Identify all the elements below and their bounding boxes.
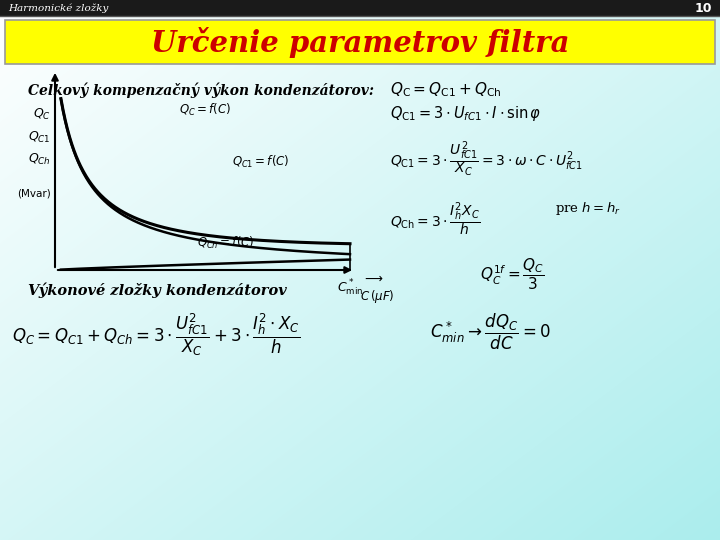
Bar (5, 20, 715, 64)
Text: $C^*_{min} \rightarrow \dfrac{dQ_C}{dC} = 0$: $C^*_{min} \rightarrow \dfrac{dQ_C}{dC} … (430, 312, 551, 352)
Text: Harmonické zložky: Harmonické zložky (8, 3, 109, 13)
Text: $Q_C$: $Q_C$ (33, 107, 51, 122)
Text: $Q_{Ch}=f(C)$: $Q_{Ch}=f(C)$ (197, 235, 254, 251)
Text: $Q_{Ch}$: $Q_{Ch}$ (28, 152, 51, 167)
Text: $\longrightarrow$: $\longrightarrow$ (362, 272, 384, 285)
Text: Určenie parametrov filtra: Určenie parametrov filtra (150, 26, 570, 57)
Text: $Q_C^{1f} = \dfrac{Q_C}{3}$: $Q_C^{1f} = \dfrac{Q_C}{3}$ (480, 257, 545, 293)
Text: (Mvar): (Mvar) (17, 189, 51, 199)
Text: $C\,(\mu F)$: $C\,(\mu F)$ (360, 288, 395, 305)
Text: $Q_{\rm C} = Q_{\rm C1} + Q_{\rm Ch}$: $Q_{\rm C} = Q_{\rm C1} + Q_{\rm Ch}$ (390, 80, 501, 99)
Text: $Q_{\rm C1} = 3 \cdot U_{fC1} \cdot I \cdot \sin\varphi$: $Q_{\rm C1} = 3 \cdot U_{fC1} \cdot I \c… (390, 104, 541, 123)
Text: $Q_{\rm C1} = 3 \cdot \dfrac{U_{fC1}^2}{X_C} = 3 \cdot \omega \cdot C \cdot U_{f: $Q_{\rm C1} = 3 \cdot \dfrac{U_{fC1}^2}{… (390, 140, 583, 179)
Text: $C^*_{\rm min}$: $C^*_{\rm min}$ (337, 278, 363, 298)
Text: 10: 10 (695, 2, 712, 15)
Text: $Q_{C1}=f(C)$: $Q_{C1}=f(C)$ (232, 153, 289, 170)
Text: $Q_{\rm Ch} = 3 \cdot \dfrac{I_h^2 X_C}{h}$: $Q_{\rm Ch} = 3 \cdot \dfrac{I_h^2 X_C}{… (390, 200, 480, 238)
Bar (0, 0, 720, 16)
Text: $Q_C=f(C)$: $Q_C=f(C)$ (179, 102, 231, 118)
Text: Výkonové zložky kondenzátorov: Výkonové zložky kondenzátorov (28, 282, 287, 298)
Text: Celkový kompenzačný výkon kondenzátorov:: Celkový kompenzačný výkon kondenzátorov: (28, 82, 374, 98)
Text: pre $h = h_r$: pre $h = h_r$ (555, 200, 621, 217)
Text: $Q_C = Q_{C1} + Q_{Ch} = 3 \cdot \dfrac{U_{fC1}^2}{X_C} + 3 \cdot \dfrac{I_h^2 \: $Q_C = Q_{C1} + Q_{Ch} = 3 \cdot \dfrac{… (12, 312, 300, 359)
Text: $Q_{C1}$: $Q_{C1}$ (28, 130, 51, 145)
